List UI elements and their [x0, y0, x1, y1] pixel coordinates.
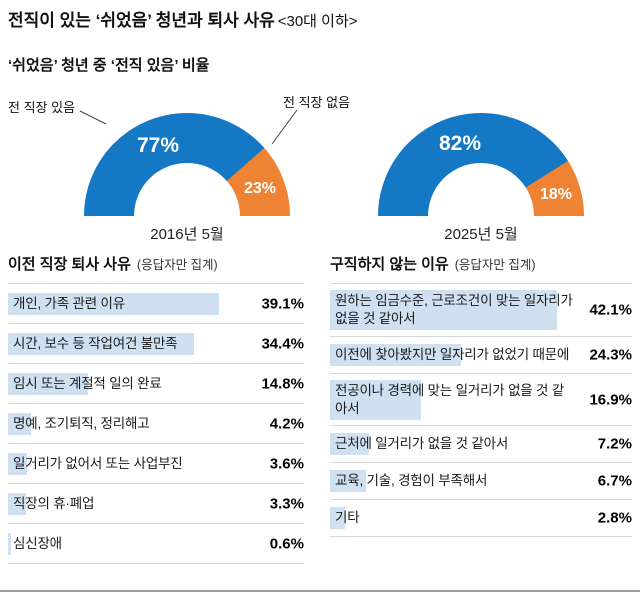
- donut-value-prev-job-yes: 82%: [438, 132, 482, 156]
- bar-label: 명예, 조기퇴직, 정리해고: [13, 415, 150, 431]
- bar-row: 기타 2.8%: [330, 500, 632, 538]
- bar-section-quit-reasons: 이전 직장 퇴사 사유 (응답자만 집계) 개인, 가족 관련 이유 39.1% 시…: [8, 253, 304, 565]
- bar-row: 임시 또는 계절적 일의 완료 14.8%: [8, 364, 304, 405]
- page-title-main: 전직이 있는 ‘쉬었음’ 청년과 퇴사 사유: [8, 11, 275, 30]
- bar-label: 원하는 임금수준, 근로조건이 맞는 일자리가 없을 것 같아서: [335, 293, 573, 326]
- bar: [330, 470, 367, 493]
- bar-section-not-seeking-reasons: 구직하지 않는 이유 (응답자만 집계) 원하는 임금수준, 근로조건이 맞는 …: [330, 253, 632, 564]
- bar-value: 7.2%: [597, 435, 632, 453]
- donut-period-label-2025: 2025년 5월: [444, 226, 518, 244]
- bar-value: 24.3%: [589, 346, 632, 364]
- donut-chart-2025: 82% 18%: [378, 113, 584, 217]
- page-title-scope: <30대 이하>: [277, 13, 358, 30]
- bar-columns: 이전 직장 퇴사 사유 (응답자만 집계) 개인, 가족 관련 이유 39.1% 시…: [0, 253, 640, 565]
- bar-label: 전공이나 경력에 맞는 일거리가 없을 것 같아서: [335, 382, 565, 416]
- bar-label: 이전에 찾아봤지만 일자리가 없었기 때문에: [335, 346, 570, 362]
- bar-label: 일거리가 없어서 또는 사업부진: [13, 455, 183, 471]
- bar-row: 일거리가 없어서 또는 사업부진 3.6%: [8, 444, 304, 485]
- bar: [8, 372, 88, 395]
- bar-row: 직장의 휴·폐업 3.3%: [8, 484, 304, 525]
- donut-period-label-2016: 2016년 5월: [150, 226, 224, 244]
- bar-row: 이전에 찾아봤지만 일자리가 없었기 때문에 24.3%: [330, 337, 632, 374]
- bar: [330, 379, 422, 420]
- bar-row: 심신장애 0.6%: [8, 524, 304, 565]
- bar-list-quit-reasons: 개인, 가족 관련 이유 39.1% 시간, 보수 등 작업여건 불만족 34.4% 임…: [8, 283, 304, 565]
- bar-row: 원하는 임금수준, 근로조건이 맞는 일자리가 없을 것 같아서 42.1%: [330, 284, 632, 337]
- bar: [8, 532, 12, 555]
- bar: [330, 507, 346, 530]
- bar-value: 0.6%: [269, 535, 304, 553]
- donut-section-title: ‘쉬었음’ 청년 중 ‘전직 있음’ 비율: [8, 57, 210, 75]
- section-header: 이전 직장 퇴사 사유 (응답자만 집계): [8, 253, 304, 274]
- bar: [330, 433, 369, 456]
- bar-label: 임시 또는 계절적 일의 완료: [13, 375, 162, 391]
- bar-label: 시간, 보수 등 작업여건 불만족: [13, 335, 178, 351]
- bar-value: 16.9%: [589, 391, 632, 409]
- bar: [8, 412, 31, 435]
- bar-label: 직장의 휴·폐업: [13, 495, 95, 511]
- bar-row: 교육, 기술, 경험이 부족해서 6.7%: [330, 463, 632, 501]
- bar-value: 3.6%: [269, 455, 304, 473]
- bottom-rule: [0, 590, 640, 592]
- legend-prev-job-yes: 전 직장 있음: [8, 100, 76, 116]
- bar: [8, 492, 26, 515]
- bar-label: 기타: [335, 510, 360, 526]
- page-title: 전직이 있는 ‘쉬었음’ 청년과 퇴사 사유 <30대 이하>: [0, 10, 640, 32]
- bar-value: 2.8%: [597, 509, 632, 527]
- bar: [8, 292, 220, 315]
- section-note: (응답자만 집계): [454, 258, 536, 273]
- section-title: 구직하지 않는 이유: [330, 256, 449, 274]
- bar-label: 교육, 기술, 경험이 부족해서: [335, 473, 488, 489]
- section-note: (응답자만 집계): [136, 258, 218, 273]
- legend-prev-job-no: 전 직장 없음: [283, 95, 351, 111]
- bar-value: 42.1%: [589, 301, 632, 319]
- section-title: 이전 직장 퇴사 사유: [8, 256, 131, 274]
- bar: [8, 452, 28, 475]
- bar-value: 4.2%: [269, 415, 304, 433]
- donut-value-prev-job-no: 18%: [539, 186, 573, 204]
- bar-label: 근처에 일거리가 없을 것 같아서: [335, 436, 509, 452]
- bar-label: 심신장애: [13, 535, 62, 551]
- donut-chart-2016: 77% 23%: [84, 113, 290, 217]
- bar-value: 34.4%: [261, 335, 304, 353]
- bar-list-not-seeking-reasons: 원하는 임금수준, 근로조건이 맞는 일자리가 없을 것 같아서 42.1% 이전에…: [330, 283, 632, 538]
- bar-value: 39.1%: [261, 295, 304, 313]
- leader-lines: [79, 109, 298, 145]
- bar: [8, 332, 194, 355]
- section-header: 구직하지 않는 이유 (응답자만 집계): [330, 253, 632, 274]
- donut-value-prev-job-no: 23%: [243, 180, 277, 198]
- bar-label: 개인, 가족 관련 이유: [13, 295, 125, 311]
- bar: [330, 343, 462, 366]
- donut-value-prev-job-yes: 77%: [136, 134, 180, 158]
- donut-charts-area: 전 직장 있음 전 직장 없음 77% 23% 82% 18% 2016년 5월…: [0, 87, 640, 245]
- bar-row: 개인, 가족 관련 이유 39.1%: [8, 284, 304, 325]
- bar-row: 전공이나 경력에 맞는 일거리가 없을 것 같아서 16.9%: [330, 374, 632, 427]
- bar: [330, 289, 558, 330]
- bar-value: 14.8%: [261, 375, 304, 393]
- bar-value: 6.7%: [597, 472, 632, 490]
- bar-value: 3.3%: [269, 495, 304, 513]
- bar-row: 명예, 조기퇴직, 정리해고 4.2%: [8, 404, 304, 445]
- bar-row: 근처에 일거리가 없을 것 같아서 7.2%: [330, 426, 632, 464]
- bar-row: 시간, 보수 등 작업여건 불만족 34.4%: [8, 324, 304, 365]
